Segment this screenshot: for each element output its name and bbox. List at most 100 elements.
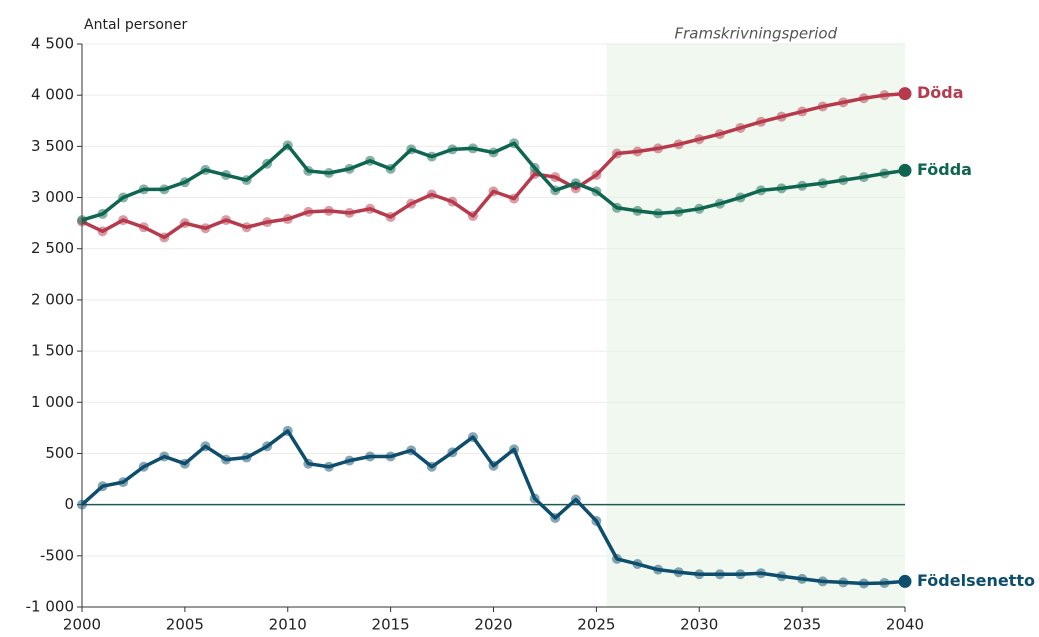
data-point xyxy=(817,576,828,587)
data-point xyxy=(898,87,912,101)
data-point xyxy=(653,143,664,154)
data-point xyxy=(570,494,581,505)
data-point xyxy=(179,177,190,188)
data-point xyxy=(694,134,705,145)
data-point xyxy=(735,192,746,203)
data-point xyxy=(344,163,355,174)
data-point xyxy=(426,151,437,162)
data-point xyxy=(344,207,355,218)
data-point xyxy=(323,205,334,216)
data-point xyxy=(653,564,664,575)
projection-shade xyxy=(606,44,905,607)
data-point xyxy=(282,425,293,436)
data-point xyxy=(632,146,643,157)
data-point xyxy=(406,144,417,155)
data-point xyxy=(755,116,766,127)
data-point xyxy=(898,574,912,588)
data-point xyxy=(550,172,561,183)
data-point xyxy=(282,140,293,151)
data-point xyxy=(467,143,478,154)
data-point xyxy=(898,163,912,177)
data-point xyxy=(488,460,499,471)
y-tick-label: -500 xyxy=(40,546,74,564)
data-point xyxy=(776,183,787,194)
data-point xyxy=(591,516,602,527)
x-tick-label: 2015 xyxy=(372,616,410,634)
data-point xyxy=(241,222,252,233)
data-point xyxy=(97,481,108,492)
data-point xyxy=(838,97,849,108)
data-point xyxy=(714,569,725,580)
data-point xyxy=(550,185,561,196)
data-point xyxy=(509,193,520,204)
data-point xyxy=(488,186,499,197)
data-point xyxy=(385,163,396,174)
data-point xyxy=(714,129,725,140)
data-point xyxy=(77,499,87,510)
data-point xyxy=(611,148,622,159)
data-point xyxy=(447,144,458,155)
data-point xyxy=(817,178,828,189)
x-tick-label: 2030 xyxy=(680,616,718,634)
y-tick-label: 2 500 xyxy=(31,239,74,257)
data-point xyxy=(262,441,273,452)
data-point xyxy=(858,172,869,183)
y-axis-title: Antal personer xyxy=(84,17,187,33)
data-point xyxy=(755,185,766,196)
data-point xyxy=(797,573,808,584)
y-tick-label: 500 xyxy=(45,444,74,462)
y-tick-label: -1 000 xyxy=(26,598,74,616)
y-tick-label: 4 500 xyxy=(31,35,74,53)
y-tick-label: 4 000 xyxy=(31,86,74,104)
data-point xyxy=(159,232,170,243)
data-point xyxy=(344,455,355,466)
series-label: Födelsenetto xyxy=(917,571,1035,590)
x-tick-label: 2035 xyxy=(783,616,821,634)
y-tick-label: 3 000 xyxy=(31,188,74,206)
data-point xyxy=(673,139,684,150)
data-point xyxy=(591,186,602,197)
data-point xyxy=(591,170,602,181)
data-point xyxy=(77,215,87,226)
data-point xyxy=(97,208,108,219)
data-point xyxy=(611,553,622,564)
data-point xyxy=(838,577,849,588)
y-tick-label: 3 500 xyxy=(31,137,74,155)
x-tick-label: 2000 xyxy=(63,616,101,634)
data-point xyxy=(426,461,437,472)
data-point xyxy=(118,477,129,488)
data-point xyxy=(221,215,232,226)
data-point xyxy=(509,138,520,149)
data-point xyxy=(159,451,170,462)
data-point xyxy=(365,155,376,166)
data-point xyxy=(694,569,705,580)
x-tick-label: 2005 xyxy=(166,616,204,634)
data-point xyxy=(365,451,376,462)
data-point xyxy=(303,206,314,217)
data-point xyxy=(200,441,211,452)
data-point xyxy=(858,578,869,589)
data-point xyxy=(447,196,458,207)
data-point xyxy=(797,180,808,191)
data-point xyxy=(200,223,211,234)
data-point xyxy=(509,444,520,455)
data-point xyxy=(118,215,129,226)
data-point xyxy=(241,175,252,186)
data-point xyxy=(838,175,849,186)
data-point xyxy=(879,577,890,588)
x-tick-label: 2025 xyxy=(577,616,615,634)
data-point xyxy=(118,192,129,203)
data-point xyxy=(159,184,170,195)
data-point xyxy=(282,214,293,225)
data-point xyxy=(138,222,149,233)
x-tick-label: 2020 xyxy=(474,616,512,634)
data-point xyxy=(221,170,232,181)
data-point xyxy=(797,106,808,117)
data-point xyxy=(673,567,684,578)
data-point xyxy=(303,165,314,176)
data-point xyxy=(179,458,190,469)
data-point xyxy=(323,461,334,472)
series-label: Födda xyxy=(917,160,972,179)
series-label: Döda xyxy=(917,83,964,102)
